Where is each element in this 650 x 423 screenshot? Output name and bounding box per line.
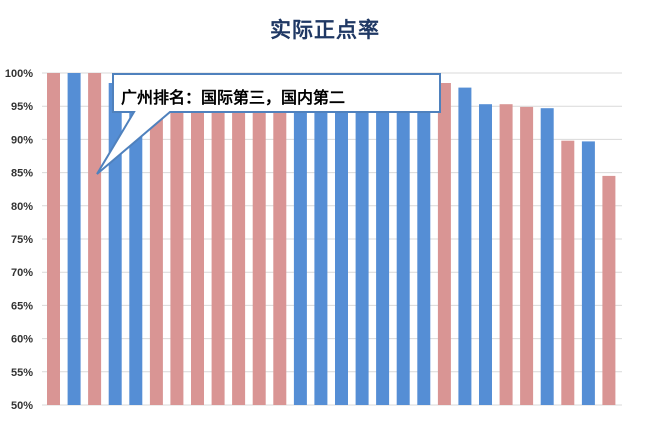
bar [88, 73, 102, 405]
callout-box [96, 73, 441, 175]
bar [211, 83, 225, 405]
y-tick-label: 70% [11, 267, 33, 279]
bar [437, 83, 451, 405]
y-tick-label: 100% [5, 68, 33, 80]
y-tick-label: 90% [11, 134, 33, 146]
bar [67, 73, 81, 405]
y-tick-label: 50% [11, 400, 33, 412]
bar [581, 141, 595, 405]
bar [499, 104, 513, 405]
y-tick-label: 65% [11, 300, 33, 312]
bar [479, 104, 492, 405]
y-tick-label: 95% [11, 101, 33, 113]
bar [170, 83, 184, 405]
y-tick-label: 60% [11, 334, 33, 346]
annotation-text: 广州排名：国际第三，国内第二 [121, 88, 346, 107]
bar [314, 83, 328, 405]
bar [191, 83, 204, 405]
bar [129, 83, 143, 405]
bar [417, 83, 431, 405]
y-tick-label: 80% [11, 201, 33, 213]
bar [149, 83, 163, 405]
y-tick-label: 55% [11, 367, 33, 379]
bar [232, 83, 246, 405]
bar [108, 83, 122, 405]
bar [396, 83, 410, 405]
bar [335, 83, 348, 405]
bar [458, 87, 472, 405]
bar [561, 140, 575, 405]
bar [540, 108, 554, 405]
y-tick-label: 75% [11, 234, 33, 246]
bars [47, 73, 616, 406]
bar [602, 175, 616, 405]
y-axis-ticks: 100% 95% 90% 85% 80% 75% 70% 65% 60% 55% 50% [5, 68, 33, 412]
y-tick-label: 85% [11, 168, 33, 180]
bar [293, 83, 307, 405]
bar [355, 83, 369, 405]
bar [376, 83, 390, 405]
bar [273, 83, 287, 405]
bar [520, 106, 534, 406]
bar [47, 73, 60, 405]
bar [252, 83, 266, 405]
chart-title: 实际正点率 [270, 18, 380, 42]
